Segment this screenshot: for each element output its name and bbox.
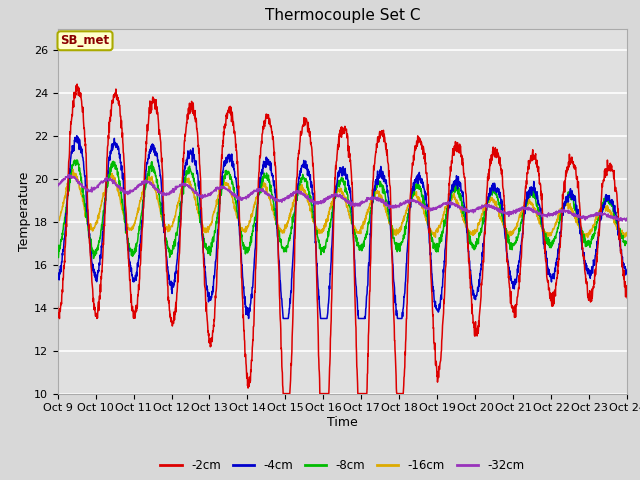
Text: SB_met: SB_met [60,34,109,47]
Legend: -2cm, -4cm, -8cm, -16cm, -32cm: -2cm, -4cm, -8cm, -16cm, -32cm [156,454,529,477]
X-axis label: Time: Time [327,416,358,429]
Title: Thermocouple Set C: Thermocouple Set C [265,9,420,24]
Y-axis label: Temperature: Temperature [18,171,31,251]
